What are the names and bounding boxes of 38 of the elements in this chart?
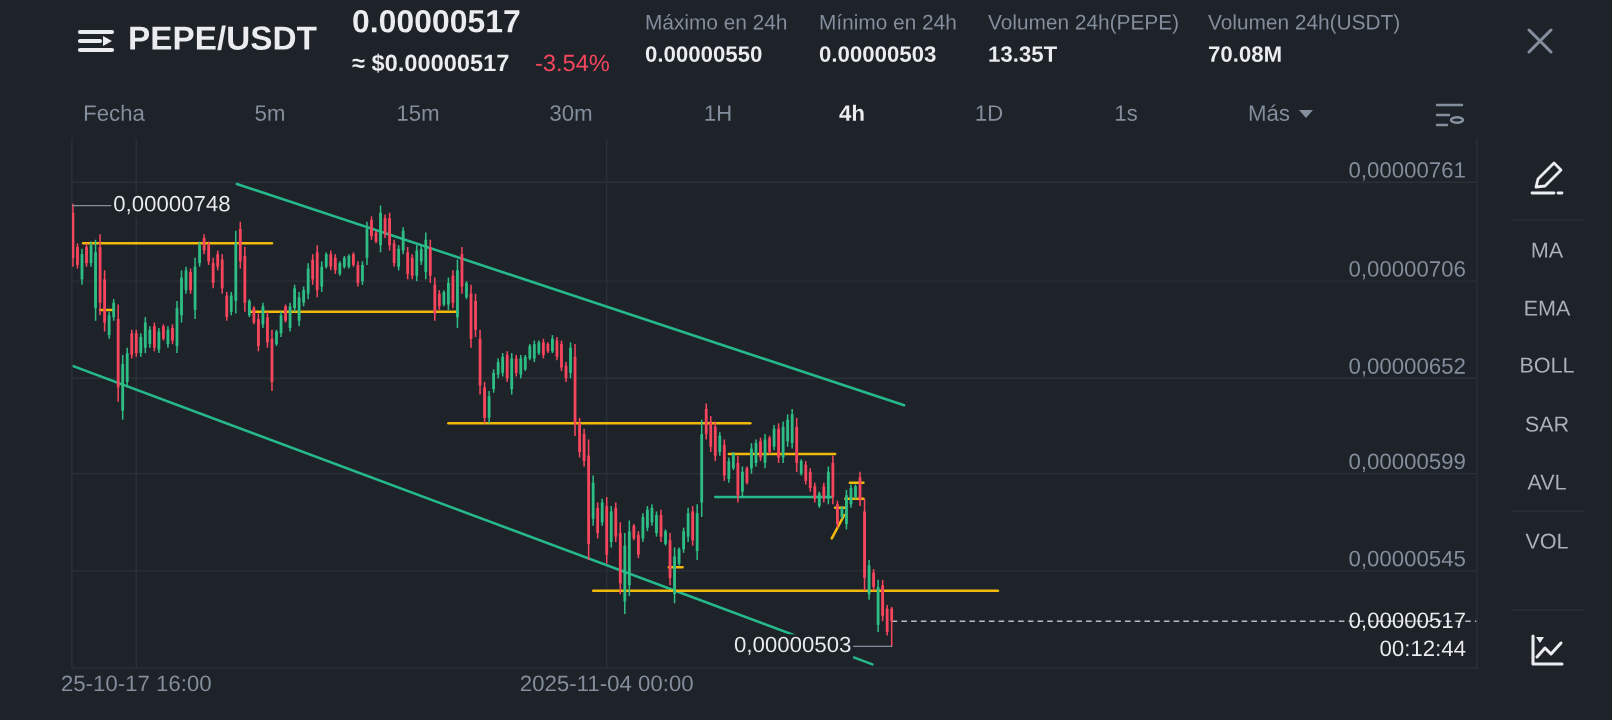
text: SAR [1525,416,1569,432]
text: 1s [1115,105,1137,121]
text: Más [1249,104,1290,121]
text: 0.00000550 [645,46,762,62]
ref-line-label: 0,00000517 [1349,612,1465,631]
annotation: 00:12:44 [1380,640,1466,657]
text: 70.08M [1208,46,1281,62]
text: MA [1532,242,1564,258]
text: 4h [839,104,864,121]
x-tick-label: 2025-11-04 00:00 [520,675,693,692]
text: Mínimo en 24h [820,14,956,30]
y-tick-label: 0,00000761 [1349,162,1465,181]
text: Volumen 24h(PEPE) [988,14,1178,34]
text: BOLL [1521,357,1574,373]
text: -3.54% [536,54,609,72]
text: 0.00000503 [819,46,936,62]
text: 1D [976,105,1003,121]
text: AVL [1527,474,1566,490]
y-tick-label: 0,00000652 [1349,358,1465,377]
annotation: 0,00000748 [114,195,230,215]
text: 5m [255,105,284,121]
text: 13.35T [989,46,1057,62]
text: 30m [550,105,592,121]
text: EMA [1525,300,1571,316]
y-tick-label: 0,00000545 [1349,550,1465,570]
y-tick-label: 0,00000599 [1349,453,1465,472]
text: 15m [398,105,439,121]
annotation: 0,00000503 [734,636,851,655]
text: Volumen 24h(USDT) [1208,14,1399,34]
x-tick-label: 25-10-17 16:00 [62,675,211,692]
text: Fecha [84,104,145,121]
chart-subtitle: 0.00000517 [353,9,520,33]
text: Máximo en 24h [646,14,787,30]
chart-title: PEPE/USDT [130,25,317,51]
text: 1H [705,105,731,121]
text: VOL [1525,533,1568,549]
y-tick-label: 0,00000706 [1349,261,1465,280]
text: ≈ $0.00000517 [352,53,509,73]
